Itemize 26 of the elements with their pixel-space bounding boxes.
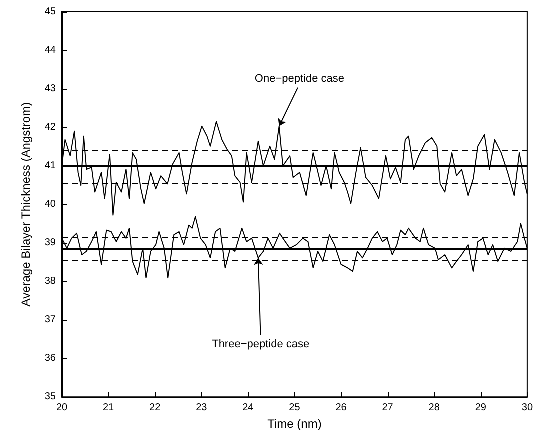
x-tick-label: 21	[102, 402, 115, 414]
x-tick-label: 28	[428, 402, 440, 414]
y-tick-label: 43	[44, 84, 56, 95]
y-tick-label: 40	[44, 199, 56, 210]
y-tick-label: 38	[44, 276, 56, 288]
x-tick-label: 29	[475, 402, 487, 414]
x-tick-label: 22	[150, 402, 162, 414]
x-tick-label: 25	[289, 402, 301, 414]
y-tick-label: 39	[44, 238, 56, 249]
y-tick-label: 42	[44, 122, 56, 134]
x-tick-label: 20	[56, 402, 68, 414]
x-tick-label: 23	[196, 402, 208, 414]
x-axis-title: Time (nm)	[268, 417, 322, 431]
y-tick-label: 44	[44, 45, 56, 56]
y-tick-label: 36	[44, 353, 56, 364]
y-axis-title: Average Bilayer Thickness (Angstrom)	[19, 102, 33, 307]
x-tick-label: 24	[242, 402, 254, 414]
x-tick-label: 30	[522, 402, 534, 414]
y-tick-label: 37	[44, 314, 56, 326]
y-tick-label: 41	[44, 160, 56, 172]
y-tick-label: 35	[44, 392, 56, 403]
y-tick-label: 45	[44, 6, 56, 18]
annotation: Three−peptide case	[212, 338, 310, 351]
x-tick-label: 26	[336, 402, 348, 414]
x-tick-label: 27	[382, 402, 394, 414]
annotation: One−peptide case	[254, 72, 345, 85]
